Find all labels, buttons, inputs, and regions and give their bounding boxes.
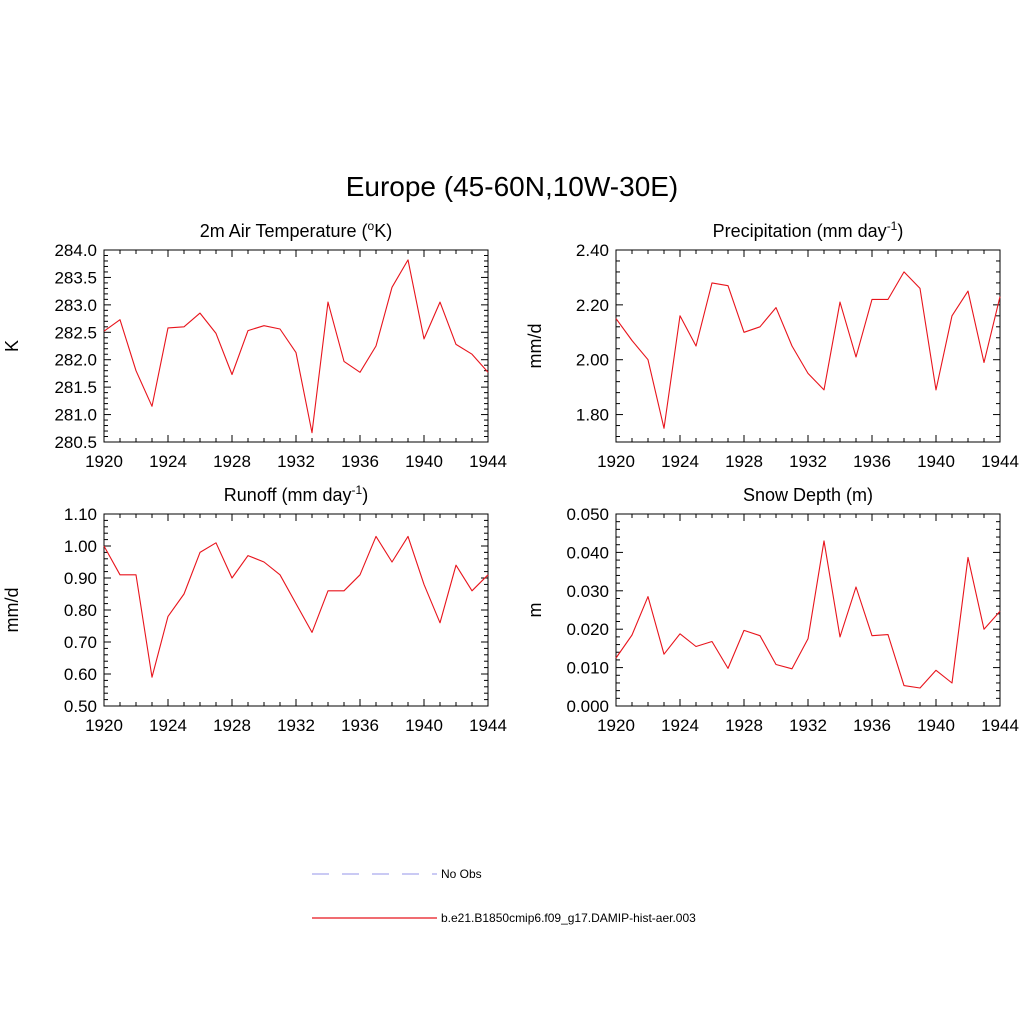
x-tick-label: 1944 — [981, 716, 1019, 735]
x-tick-label: 1924 — [149, 452, 187, 471]
x-tick-label: 1924 — [661, 452, 699, 471]
panel-title-text: Snow Depth (m) — [743, 485, 873, 505]
plot-frame — [615, 249, 1001, 443]
x-tick-label: 1940 — [917, 452, 955, 471]
y-tick-label: 284.0 — [54, 241, 97, 260]
legend: No Obs b.e21.B1850cmip6.f09_g17.DAMIP-his… — [312, 867, 696, 925]
panel-title-text: Runoff (mm day — [224, 485, 352, 505]
y-tick-label: 282.0 — [54, 351, 97, 370]
y-tick-label: 280.5 — [54, 433, 97, 452]
x-tick-label: 1928 — [725, 716, 763, 735]
chart-panel-1: 2m Air Temperature (oK) 1920 1924 1928 1932 1… — [2, 219, 507, 471]
plot-frame — [615, 513, 1001, 707]
y-tick-label: 0.90 — [64, 569, 97, 588]
chart-panels: 2m Air Temperature (oK)1920 1924 1928 1932 1… — [2, 219, 1019, 735]
series-line — [103, 259, 489, 434]
y-tick-label: 0.50 — [64, 697, 97, 716]
plot-frame — [103, 513, 489, 707]
x-tick-label: 1936 — [853, 452, 891, 471]
y-tick-label: 0.050 — [566, 505, 609, 524]
x-tick-label: 1932 — [789, 452, 827, 471]
x-tick-label: 1932 — [789, 716, 827, 735]
y-tick-label: 282.5 — [54, 323, 97, 342]
series-line — [615, 540, 1001, 689]
legend-label-1: No Obs — [441, 867, 482, 881]
y-axis-label: mm/d — [2, 588, 22, 633]
x-tick-label: 1936 — [341, 452, 379, 471]
y-tick-label: 1.00 — [64, 537, 97, 556]
y-tick-label: 0.010 — [566, 659, 609, 678]
y-tick-label: 2.40 — [576, 241, 609, 260]
x-tick-label: 1928 — [213, 716, 251, 735]
y-tick-label: 2.20 — [576, 296, 609, 315]
x-tick-label: 1936 — [341, 716, 379, 735]
y-tick-label: 1.10 — [64, 505, 97, 524]
panel-title-text-end: K) — [374, 221, 392, 241]
x-tick-label: 1944 — [469, 716, 507, 735]
panel-title: Runoff (mm day-1) — [224, 483, 368, 505]
x-tick-label: 1920 — [85, 716, 123, 735]
series-line — [615, 271, 1001, 429]
x-tick-label: 1928 — [213, 452, 251, 471]
panel-title-text: Precipitation (mm day — [713, 221, 887, 241]
y-tick-label: 1.80 — [576, 406, 609, 425]
x-tick-label: 1920 — [597, 452, 635, 471]
y-axis-label: mm/d — [525, 324, 545, 369]
chart-panel-2: Precipitation (mm day-1) 1920 1924 1928 1932… — [525, 219, 1019, 471]
y-tick-label: 0.040 — [566, 543, 609, 562]
y-tick-label: 0.020 — [566, 620, 609, 639]
y-tick-label: 2.00 — [576, 351, 609, 370]
x-tick-label: 1936 — [853, 716, 891, 735]
x-tick-label: 1932 — [277, 716, 315, 735]
y-axis-label: m — [525, 603, 545, 618]
y-tick-label: 283.5 — [54, 268, 97, 287]
y-tick-label: 0.000 — [566, 697, 609, 716]
plot-frame — [103, 249, 489, 443]
panel-title-superscript: o — [368, 219, 375, 233]
y-tick-label: 0.80 — [64, 601, 97, 620]
panel-title-text-end: ) — [897, 221, 903, 241]
x-tick-label: 1940 — [917, 716, 955, 735]
x-tick-label: 1924 — [149, 716, 187, 735]
panel-title: Precipitation (mm day-1) — [713, 219, 904, 241]
x-tick-label: 1924 — [661, 716, 699, 735]
panel-title: 2m Air Temperature (oK) — [200, 219, 392, 241]
x-tick-label: 1932 — [277, 452, 315, 471]
x-tick-label: 1940 — [405, 452, 443, 471]
y-tick-label: 283.0 — [54, 296, 97, 315]
panel-title-superscript: -1 — [352, 483, 363, 497]
x-tick-label: 1920 — [85, 452, 123, 471]
y-tick-label: 0.030 — [566, 582, 609, 601]
panel-title-superscript: -1 — [887, 219, 898, 233]
y-axis-label: K — [2, 340, 22, 352]
x-tick-label: 1928 — [725, 452, 763, 471]
y-tick-label: 281.0 — [54, 406, 97, 425]
chart-panel-3: Runoff (mm day-1) 1920 1924 1928 1932 1936 194… — [2, 483, 507, 735]
series-line — [103, 535, 489, 678]
chart-panel-4: Snow Depth (m) 1920 1924 1928 1932 1936 1940 19… — [525, 485, 1019, 735]
x-tick-label: 1944 — [469, 452, 507, 471]
x-tick-label: 1944 — [981, 452, 1019, 471]
panel-title: Snow Depth (m) — [743, 485, 873, 505]
panel-title-text: 2m Air Temperature ( — [200, 221, 368, 241]
y-tick-label: 0.60 — [64, 665, 97, 684]
y-tick-label: 0.70 — [64, 633, 97, 652]
panel-title-text-end: ) — [362, 485, 368, 505]
figure-title: Europe (45-60N,10W-30E) — [346, 171, 679, 202]
x-tick-label: 1940 — [405, 716, 443, 735]
y-tick-label: 281.5 — [54, 378, 97, 397]
x-tick-label: 1920 — [597, 716, 635, 735]
legend-label-2: b.e21.B1850cmip6.f09_g17.DAMIP-hist-aer.… — [441, 911, 696, 925]
